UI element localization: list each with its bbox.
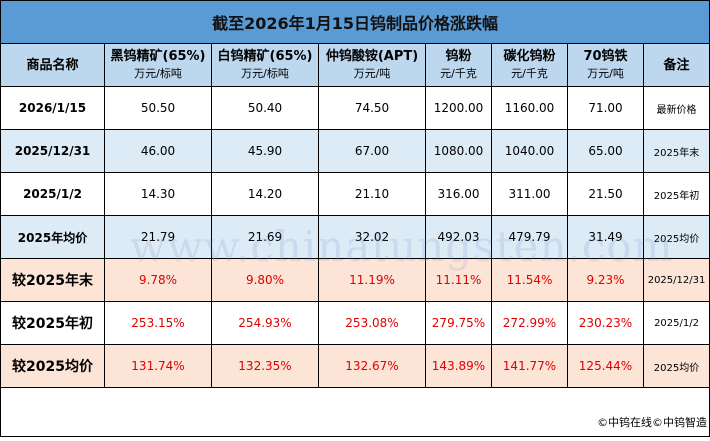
- table-cell: 254.93%: [211, 301, 319, 345]
- header-name: 白钨精矿(65%): [217, 49, 313, 64]
- table-cell: 65.00: [567, 129, 644, 173]
- table-cell: 31.49: [567, 215, 644, 259]
- table-cell: 125.44%: [567, 344, 644, 388]
- header-unit: 万元/标吨: [134, 67, 182, 80]
- table-row: 2025/12/31 46.00 45.90 67.00 1080.00 1040.00 6…: [0, 129, 710, 173]
- table-cell: 143.89%: [425, 344, 492, 388]
- table-cell: 316.00: [425, 172, 492, 216]
- table-cell: 2025年初: [642, 172, 710, 216]
- table-cell: 9.80%: [211, 258, 319, 302]
- table-row: 2026/1/15 50.50 50.40 74.50 1200.00 1160.00 71…: [0, 86, 710, 130]
- table-cell: 2025/12/31: [0, 129, 105, 173]
- table-row: 较2025年初 253.15% 254.93% 253.08% 279.75% 272.9…: [0, 301, 710, 345]
- table-cell: 253.08%: [318, 301, 426, 345]
- column-header: 钨粉元/千克: [425, 43, 492, 87]
- table-cell: 21.69: [211, 215, 319, 259]
- column-header: 70钨铁万元/吨: [567, 43, 644, 87]
- table-cell: 492.03: [425, 215, 492, 259]
- header-name: 70钨铁: [583, 49, 628, 64]
- copyright-footer: ©中钨在线©中钨智造: [0, 387, 710, 437]
- table-cell: 32.02: [318, 215, 426, 259]
- table-row: 较2025均价 131.74% 132.35% 132.67% 143.89% 141.7…: [0, 344, 710, 388]
- column-header: 仲钨酸铵(APT) 万元/吨: [318, 43, 426, 87]
- header-unit: 元/千克: [440, 67, 477, 80]
- table-cell: 141.77%: [491, 344, 568, 388]
- table-title: 截至2026年1月15日钨制品价格涨跌幅: [0, 0, 710, 44]
- table-cell: 74.50: [318, 86, 426, 130]
- column-header: 碳化钨粉元/千克: [491, 43, 568, 87]
- header-name: 钨粉: [445, 49, 472, 64]
- header-row: 商品名称 黑钨精矿(65%) 万元/标吨 白钨精矿(65%) 万元/标吨 仲钨酸铵(APT…: [0, 43, 710, 87]
- table-row: 2025/1/2 14.30 14.20 21.10 316.00 311.00 21.50…: [0, 172, 710, 216]
- table-row: 较2025年末 9.78% 9.80% 11.19% 11.11% 11.54% 9.23%…: [0, 258, 710, 302]
- table-cell: 较2025年初: [0, 301, 105, 345]
- column-header: 备注: [642, 43, 710, 87]
- table-cell: 253.15%: [104, 301, 212, 345]
- table-cell: 2025/1/2: [642, 301, 710, 345]
- header-name: 碳化钨粉: [503, 49, 556, 64]
- table-cell: 21.50: [567, 172, 644, 216]
- table-cell: 21.10: [318, 172, 426, 216]
- table-cell: 132.67%: [318, 344, 426, 388]
- table-cell: 131.74%: [104, 344, 212, 388]
- header-name: 备注: [663, 57, 690, 73]
- header-name: 仲钨酸铵(APT): [325, 49, 419, 64]
- table-cell: 2025年末: [642, 129, 710, 173]
- table-cell: 2025均价: [642, 215, 710, 259]
- column-header: 白钨精矿(65%) 万元/标吨: [211, 43, 319, 87]
- header-name: 商品名称: [26, 57, 79, 73]
- table-cell: 50.50: [104, 86, 212, 130]
- table-cell: 2025均价: [642, 344, 710, 388]
- table-cell: 最新价格: [642, 86, 710, 130]
- table-cell: 479.79: [491, 215, 568, 259]
- table-cell: 2025/1/2: [0, 172, 105, 216]
- table-cell: 1160.00: [491, 86, 568, 130]
- table-cell: 2025/12/31: [642, 258, 710, 302]
- table-cell: 2026/1/15: [0, 86, 105, 130]
- table-cell: 230.23%: [567, 301, 644, 345]
- header-unit: 万元/吨: [587, 67, 624, 80]
- header-unit: 万元/标吨: [241, 67, 289, 80]
- table-cell: 14.30: [104, 172, 212, 216]
- table-cell: 67.00: [318, 129, 426, 173]
- table-cell: 11.19%: [318, 258, 426, 302]
- table-cell: 1040.00: [491, 129, 568, 173]
- table-cell: 46.00: [104, 129, 212, 173]
- table-cell: 50.40: [211, 86, 319, 130]
- table-cell: 71.00: [567, 86, 644, 130]
- table-cell: 132.35%: [211, 344, 319, 388]
- table-cell: 9.78%: [104, 258, 212, 302]
- table-cell: 11.11%: [425, 258, 492, 302]
- table-cell: 21.79: [104, 215, 212, 259]
- table-row: 2025年均价 21.79 21.69 32.02 492.03 479.79 31.49 2…: [0, 215, 710, 259]
- header-unit: 元/千克: [511, 67, 548, 80]
- table-cell: 1200.00: [425, 86, 492, 130]
- table-cell: 311.00: [491, 172, 568, 216]
- column-header: 黑钨精矿(65%) 万元/标吨: [104, 43, 212, 87]
- column-header: 商品名称: [0, 43, 105, 87]
- table-cell: 45.90: [211, 129, 319, 173]
- table-cell: 较2025均价: [0, 344, 105, 388]
- table-cell: 2025年均价: [0, 215, 105, 259]
- table-cell: 1080.00: [425, 129, 492, 173]
- table-cell: 9.23%: [567, 258, 644, 302]
- table-cell: 279.75%: [425, 301, 492, 345]
- table-cell: 14.20: [211, 172, 319, 216]
- header-unit: 万元/吨: [353, 67, 391, 80]
- table-cell: 272.99%: [491, 301, 568, 345]
- table-cell: 11.54%: [491, 258, 568, 302]
- table-cell: 较2025年末: [0, 258, 105, 302]
- header-name: 黑钨精矿(65%): [110, 49, 206, 64]
